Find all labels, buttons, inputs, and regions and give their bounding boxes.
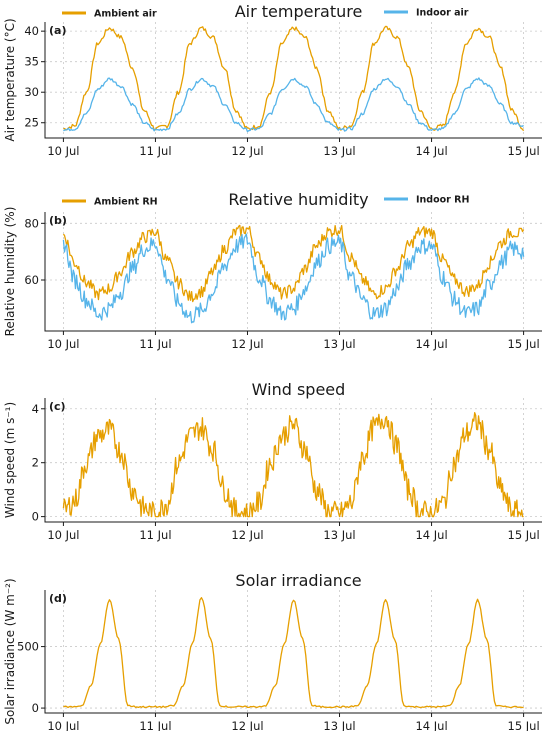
y-tick-label: 30 <box>24 85 39 99</box>
series-line-ambient-rh <box>62 224 525 303</box>
x-tick-label: 11 Jul <box>139 144 171 158</box>
x-tick-label: 11 Jul <box>139 337 171 351</box>
y-tick-label: 60 <box>24 273 39 287</box>
series-line-values <box>62 412 524 518</box>
axes-frame <box>44 212 542 332</box>
y-tick-label: 2 <box>32 456 39 470</box>
x-tick-label: 12 Jul <box>231 528 263 542</box>
y-tick-label: 0 <box>32 510 39 524</box>
legend-label: Indoor air <box>416 8 469 19</box>
legend-label: Ambient air <box>94 9 157 20</box>
legend-label: Ambient RH <box>94 197 158 208</box>
panel-title: Relative humidity <box>228 190 368 209</box>
x-tick-label: 12 Jul <box>231 719 263 731</box>
x-tick-label: 13 Jul <box>323 719 355 731</box>
axes-frame <box>44 590 542 714</box>
legend-item: Ambient air <box>62 9 157 20</box>
x-tick-label: 15 Jul <box>508 144 540 158</box>
x-tick-label: 14 Jul <box>415 528 447 542</box>
y-tick-label: 0 <box>32 701 39 715</box>
series-line-ambient-air <box>63 25 525 132</box>
panel-label: (a) <box>49 24 66 37</box>
x-tick-label: 13 Jul <box>323 337 355 351</box>
series-line-indoor-air <box>63 77 524 133</box>
panel-d: 10 Jul 11 Jul 12 Jul 13 Jul 14 Jul 15 Jul 0 500… <box>3 571 542 731</box>
axes-frame <box>44 22 542 139</box>
x-tick-label: 15 Jul <box>508 719 540 731</box>
y-axis-label: Wind speed (m s⁻¹) <box>3 402 17 518</box>
y-tick-label: 500 <box>17 640 39 654</box>
y-axis-label: Relative humidity (%) <box>3 207 17 337</box>
y-tick-label: 4 <box>32 402 39 416</box>
y-tick-label: 40 <box>24 24 39 38</box>
x-tick-label: 11 Jul <box>139 719 171 731</box>
x-tick-label: 12 Jul <box>231 337 263 351</box>
panel-title: Solar irradiance <box>235 571 361 590</box>
x-tick-label: 15 Jul <box>508 528 540 542</box>
legend-item: Indoor RH <box>384 195 469 206</box>
x-tick-label: 14 Jul <box>415 719 447 731</box>
series-line-indoor-rh <box>62 233 525 324</box>
x-tick-label: 13 Jul <box>323 528 355 542</box>
x-tick-label: 11 Jul <box>139 528 171 542</box>
panel-label: (b) <box>49 214 67 227</box>
axes-frame <box>44 398 542 523</box>
series-line-values <box>63 597 524 709</box>
x-tick-label: 10 Jul <box>47 719 79 731</box>
legend-item: Ambient RH <box>62 197 158 208</box>
x-tick-label: 15 Jul <box>508 337 540 351</box>
legend-label: Indoor RH <box>416 195 469 206</box>
x-tick-label: 14 Jul <box>415 144 447 158</box>
x-tick-label: 13 Jul <box>323 144 355 158</box>
x-tick-label: 10 Jul <box>47 144 79 158</box>
legend-item: Indoor air <box>384 8 469 19</box>
panel-a: 10 Jul 11 Jul 12 Jul 13 Jul 14 Jul 15 Jul 25 30… <box>3 2 542 158</box>
x-tick-label: 10 Jul <box>47 337 79 351</box>
panel-title: Air temperature <box>235 2 363 21</box>
x-tick-label: 12 Jul <box>231 144 263 158</box>
panel-label: (d) <box>49 592 67 605</box>
y-tick-label: 80 <box>24 216 39 230</box>
y-axis-label: Air temperature (°C) <box>3 18 17 141</box>
panel-b: 10 Jul 11 Jul 12 Jul 13 Jul 14 Jul 15 Jul 60 80… <box>3 190 542 351</box>
panel-label: (c) <box>49 400 66 413</box>
x-tick-label: 10 Jul <box>47 528 79 542</box>
y-axis-label: Solar irradiance (W m⁻²) <box>3 578 17 724</box>
y-tick-label: 25 <box>24 116 39 130</box>
y-tick-label: 35 <box>24 55 39 69</box>
x-tick-label: 14 Jul <box>415 337 447 351</box>
panel-c: 10 Jul 11 Jul 12 Jul 13 Jul 14 Jul 15 Jul 0 2 4 W… <box>3 380 542 542</box>
panel-title: Wind speed <box>252 380 346 399</box>
